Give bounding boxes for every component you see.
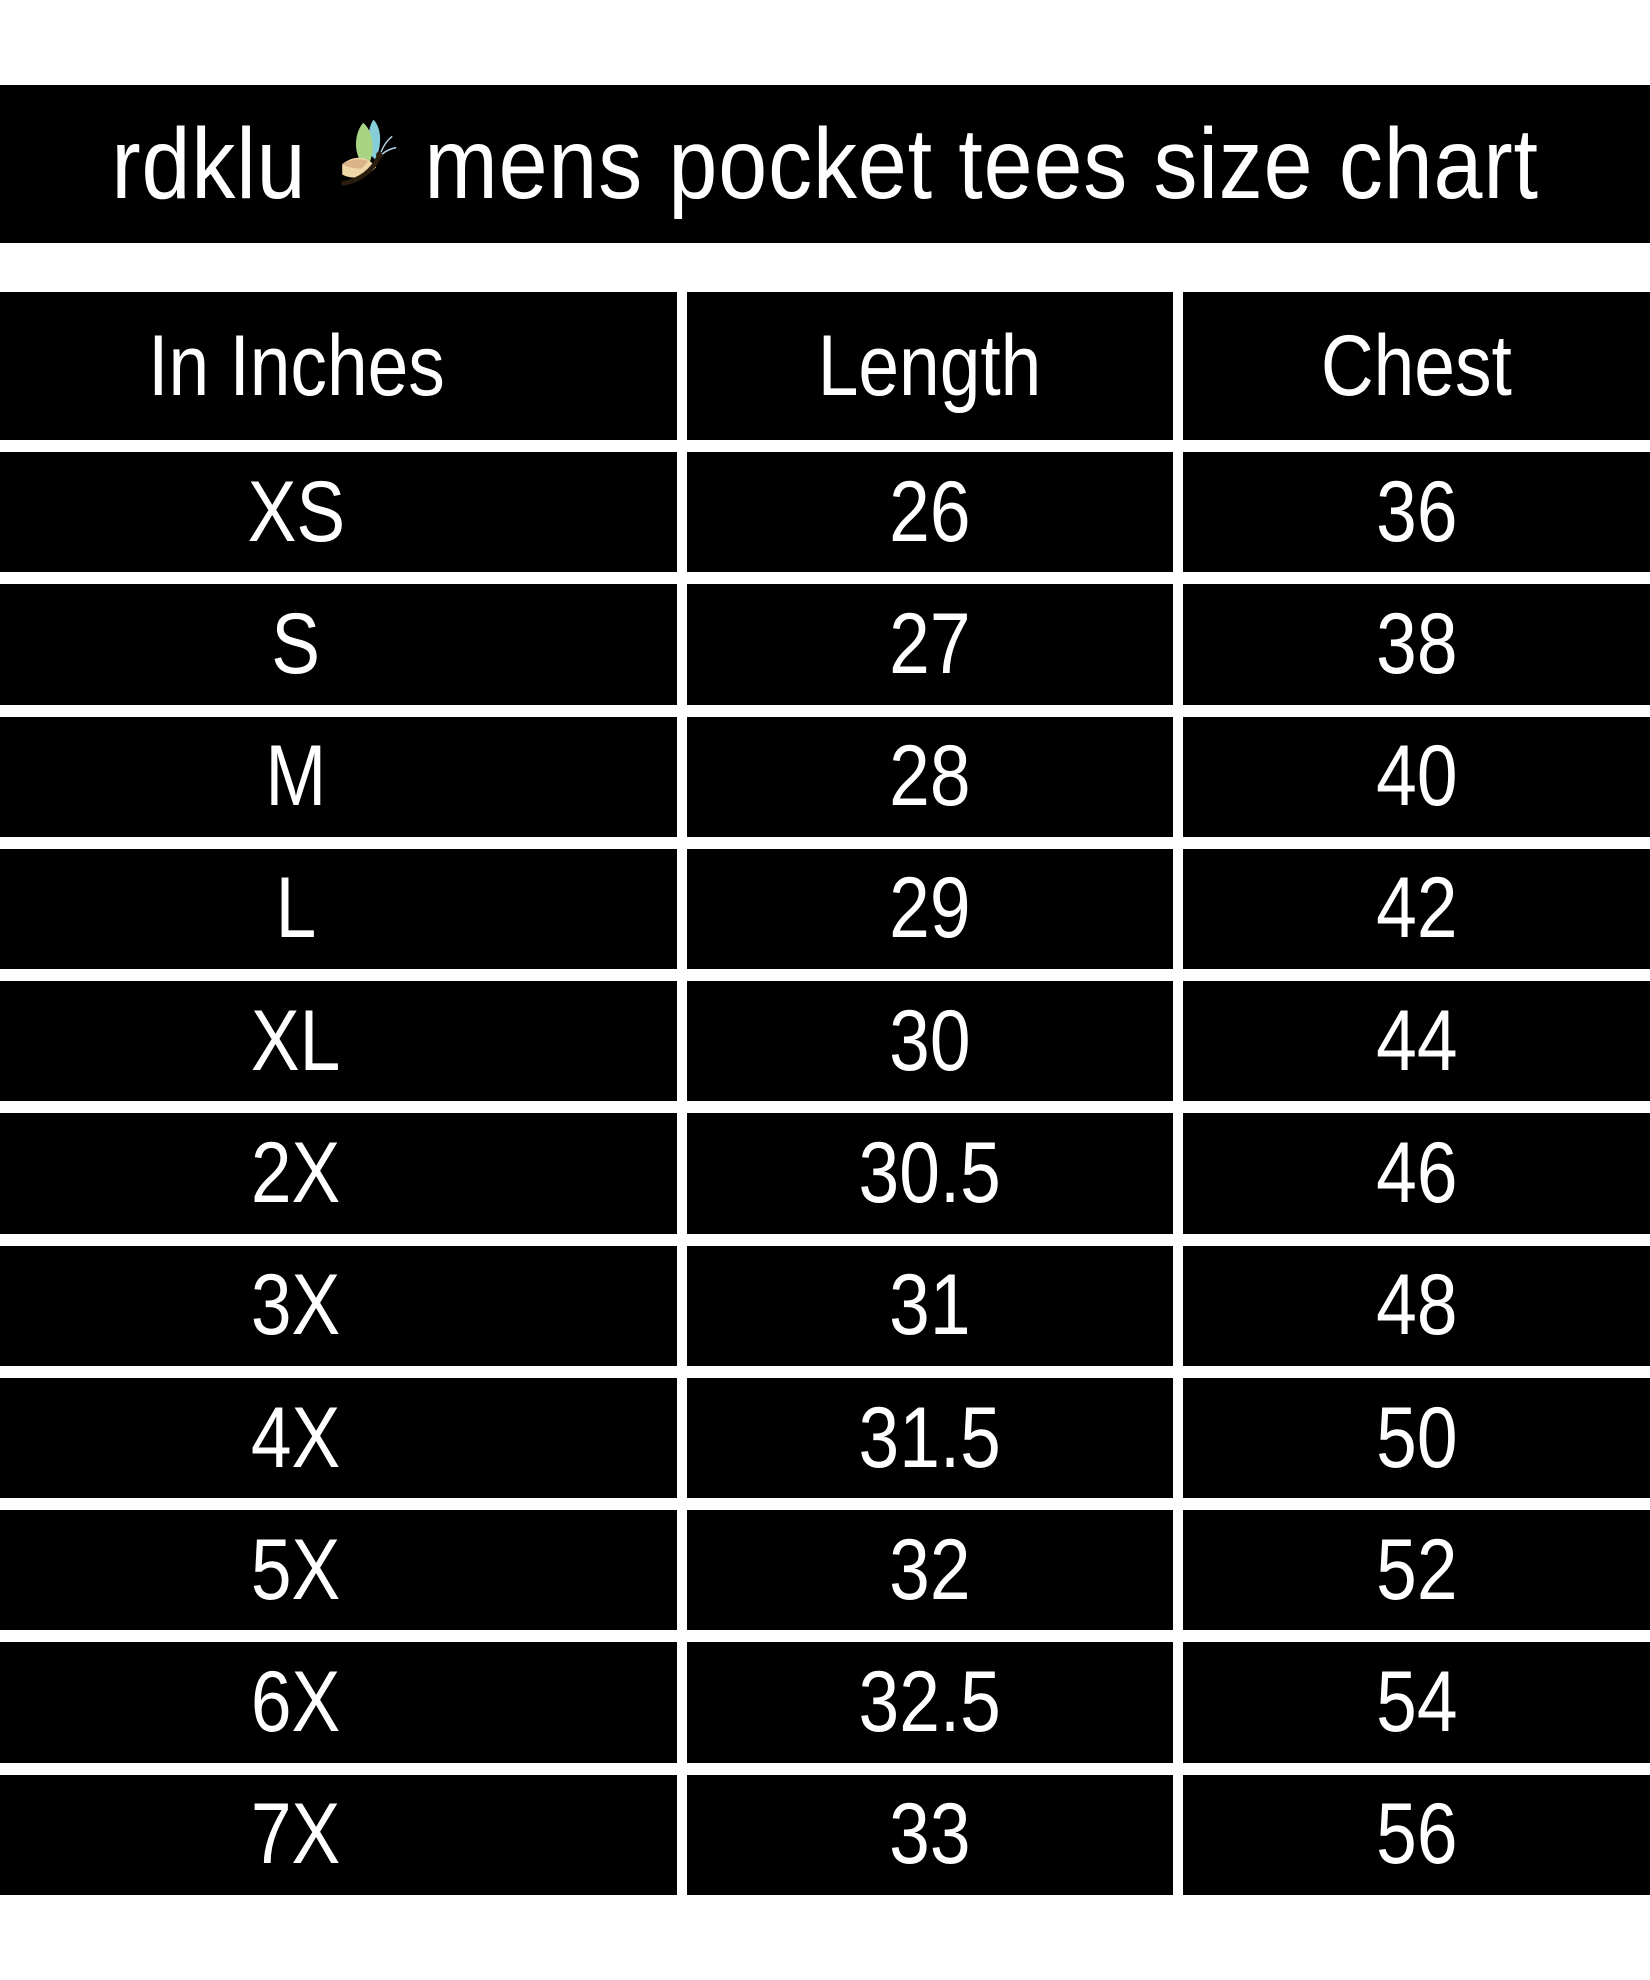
chest-value-cell: 50	[1183, 1377, 1650, 1499]
size-cell: XL	[0, 981, 677, 1102]
title-banner: rdklu mens pocket tees size chart	[0, 85, 1650, 243]
length-value-cell: 32	[687, 1510, 1173, 1631]
size-table: In Inches Length Chest XS 26 36 S 27 38 …	[0, 292, 1650, 1895]
chest-value-cell: 44	[1183, 981, 1650, 1102]
length-value-cell: 31	[687, 1245, 1173, 1366]
length-value-cell: 30	[687, 981, 1173, 1102]
size-cell: 7X	[0, 1774, 677, 1895]
length-value-cell: 30.5	[687, 1113, 1173, 1234]
length-value-cell: 31.5	[687, 1377, 1173, 1499]
chest-value-cell: 48	[1183, 1245, 1650, 1366]
size-cell: 6X	[0, 1642, 677, 1763]
length-value-cell: 33	[687, 1774, 1173, 1895]
length-value-cell: 29	[687, 848, 1173, 970]
header-chest: Chest	[1183, 292, 1650, 440]
header-in-inches: In Inches	[0, 292, 677, 440]
size-cell: S	[0, 584, 677, 705]
size-cell: M	[0, 716, 677, 837]
length-value-cell: 28	[687, 716, 1173, 837]
chest-value-cell: 40	[1183, 716, 1650, 837]
chest-value-cell: 42	[1183, 848, 1650, 970]
length-value-cell: 32.5	[687, 1642, 1173, 1763]
chest-value-cell: 36	[1183, 452, 1650, 573]
size-cell: 3X	[0, 1245, 677, 1366]
butterfly-icon	[341, 119, 396, 186]
length-value-cell: 26	[687, 452, 1173, 573]
chest-value-cell: 38	[1183, 584, 1650, 705]
length-value-cell: 27	[687, 584, 1173, 705]
size-cell: L	[0, 848, 677, 970]
banner-content: rdklu mens pocket tees size chart	[111, 107, 1539, 222]
chest-value-cell: 54	[1183, 1642, 1650, 1763]
size-cell: 5X	[0, 1510, 677, 1631]
banner-title: mens pocket tees size chart	[424, 107, 1539, 220]
chest-value-cell: 52	[1183, 1510, 1650, 1631]
header-length: Length	[687, 292, 1173, 440]
size-cell: 4X	[0, 1377, 677, 1499]
size-cell: XS	[0, 452, 677, 573]
chest-value-cell: 56	[1183, 1774, 1650, 1895]
size-cell: 2X	[0, 1113, 677, 1234]
brand-name: rdklu	[111, 107, 307, 220]
chest-value-cell: 46	[1183, 1113, 1650, 1234]
